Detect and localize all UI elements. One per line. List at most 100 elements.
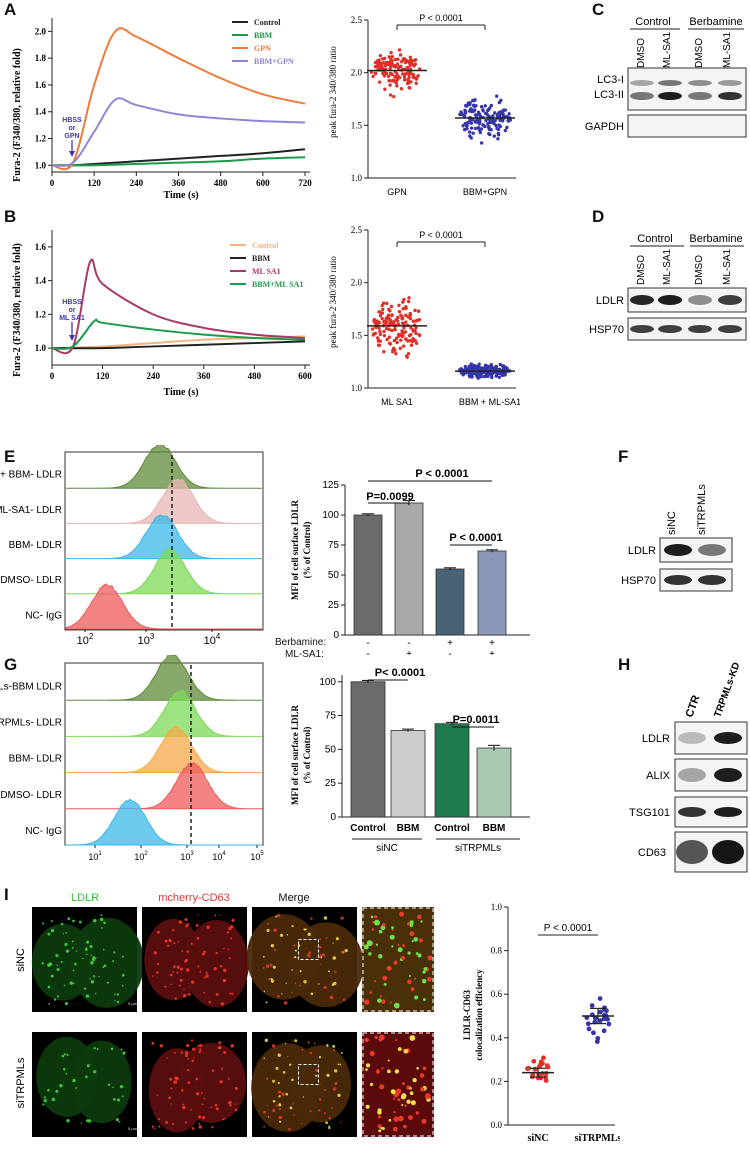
- data-point: [492, 121, 496, 126]
- data-point: [414, 77, 418, 81]
- flow-row-label: ML-SA1 + BBM- LDLR: [0, 470, 62, 481]
- puncta: [307, 932, 311, 937]
- puncta: [190, 1108, 192, 1111]
- puncta: [196, 937, 200, 940]
- data-point: [473, 126, 478, 131]
- data-point: [541, 1055, 546, 1061]
- puncta: [203, 1097, 206, 1100]
- data-point: [375, 59, 380, 63]
- b-arrow-label-1: HBSS: [62, 299, 82, 306]
- g-group-1: siNC: [376, 843, 398, 854]
- puncta: [182, 1103, 184, 1106]
- data-point: [380, 57, 385, 61]
- zoom-puncta: [365, 1104, 370, 1109]
- puncta: [325, 937, 328, 939]
- puncta: [102, 965, 105, 968]
- panel-a-scatter-chart: peak fura-2 340/380 ratio 1.0 1.5 2.0 2.5 P…: [328, 13, 516, 197]
- puncta: [220, 1002, 225, 1006]
- puncta: [265, 964, 270, 968]
- data-point: [382, 74, 387, 78]
- flow-histogram-peak: [66, 514, 262, 560]
- zoom-puncta: [363, 944, 369, 950]
- puncta: [72, 969, 75, 972]
- puncta: [301, 1123, 303, 1125]
- data-point: [468, 118, 472, 123]
- data-point: [402, 326, 406, 330]
- band-lc3ii: [658, 92, 682, 100]
- data-point: [395, 84, 399, 88]
- xtick-label: 720: [298, 178, 312, 188]
- data-point: [407, 80, 411, 84]
- puncta: [82, 957, 84, 960]
- zoom-puncta: [407, 951, 411, 955]
- puncta: [319, 946, 322, 949]
- puncta: [328, 1126, 331, 1130]
- puncta: [289, 1106, 293, 1110]
- data-point: [399, 338, 403, 342]
- zoom-puncta: [400, 955, 406, 961]
- puncta: [302, 1096, 305, 1098]
- zoom-puncta: [409, 1035, 416, 1041]
- puncta: [340, 950, 344, 954]
- c-lane-3: DMSO: [694, 38, 705, 68]
- data-point: [394, 351, 398, 356]
- puncta: [294, 949, 297, 952]
- a-trace-xticks: 0 120 240 360 480 600 720: [50, 172, 312, 188]
- data-point: [414, 341, 419, 345]
- data-point: [383, 63, 388, 68]
- trace-line-bbm-ml-sa1: [51, 318, 306, 350]
- puncta: [340, 1051, 343, 1054]
- xtick-label: 101: [88, 851, 102, 862]
- puncta: [318, 1098, 322, 1101]
- data-point: [463, 108, 467, 113]
- puncta: [222, 978, 226, 982]
- puncta: [89, 945, 93, 949]
- data-point: [473, 113, 478, 117]
- zoom-puncta: [374, 919, 380, 926]
- data-point: [385, 61, 390, 65]
- puncta: [120, 1085, 124, 1089]
- d-group-1: Control: [637, 233, 672, 245]
- puncta: [270, 943, 275, 948]
- puncta: [63, 1053, 66, 1056]
- bar: [353, 514, 383, 636]
- ytick-label: 1.0: [35, 343, 47, 353]
- xtick-label: 120: [96, 371, 110, 381]
- puncta: [268, 978, 271, 981]
- puncta: [301, 1048, 304, 1051]
- data-point: [499, 98, 503, 103]
- puncta: [180, 1051, 184, 1054]
- e-bar-ylabel-2: (% of Control): [302, 522, 312, 579]
- puncta: [176, 971, 179, 974]
- sign-row-1: -: [407, 638, 410, 649]
- trace-line-bbm: [52, 156, 306, 167]
- band-tsg101: [714, 807, 742, 817]
- xtick-label: 360: [172, 178, 186, 188]
- ytick-label: 2.5: [351, 15, 363, 25]
- data-point: [465, 123, 469, 128]
- puncta: [205, 971, 208, 974]
- band-hsp70: [718, 325, 742, 333]
- data-point: [399, 87, 404, 91]
- puncta: [65, 1072, 68, 1075]
- data-point: [484, 111, 489, 116]
- legend-label: GPN: [254, 44, 271, 53]
- zoom-puncta: [379, 995, 383, 998]
- data-point: [390, 54, 394, 59]
- puncta: [151, 975, 154, 977]
- puncta: [121, 955, 124, 958]
- zoom-puncta: [379, 1084, 385, 1090]
- flow-histogram-peak: [66, 762, 263, 810]
- ytick-label: 1.5: [351, 120, 363, 130]
- zoom-puncta: [421, 978, 427, 984]
- puncta: [332, 1044, 336, 1048]
- band-cd63: [712, 840, 744, 864]
- flow-histogram-peak: [65, 798, 262, 846]
- puncta: [80, 1122, 83, 1124]
- panel-letter-a: A: [4, 0, 17, 19]
- puncta: [89, 977, 91, 980]
- b-pvalue: P < 0.0001: [419, 230, 463, 240]
- xtick-label: 103: [138, 632, 155, 647]
- zoom-puncta: [423, 967, 428, 971]
- data-point: [489, 372, 494, 376]
